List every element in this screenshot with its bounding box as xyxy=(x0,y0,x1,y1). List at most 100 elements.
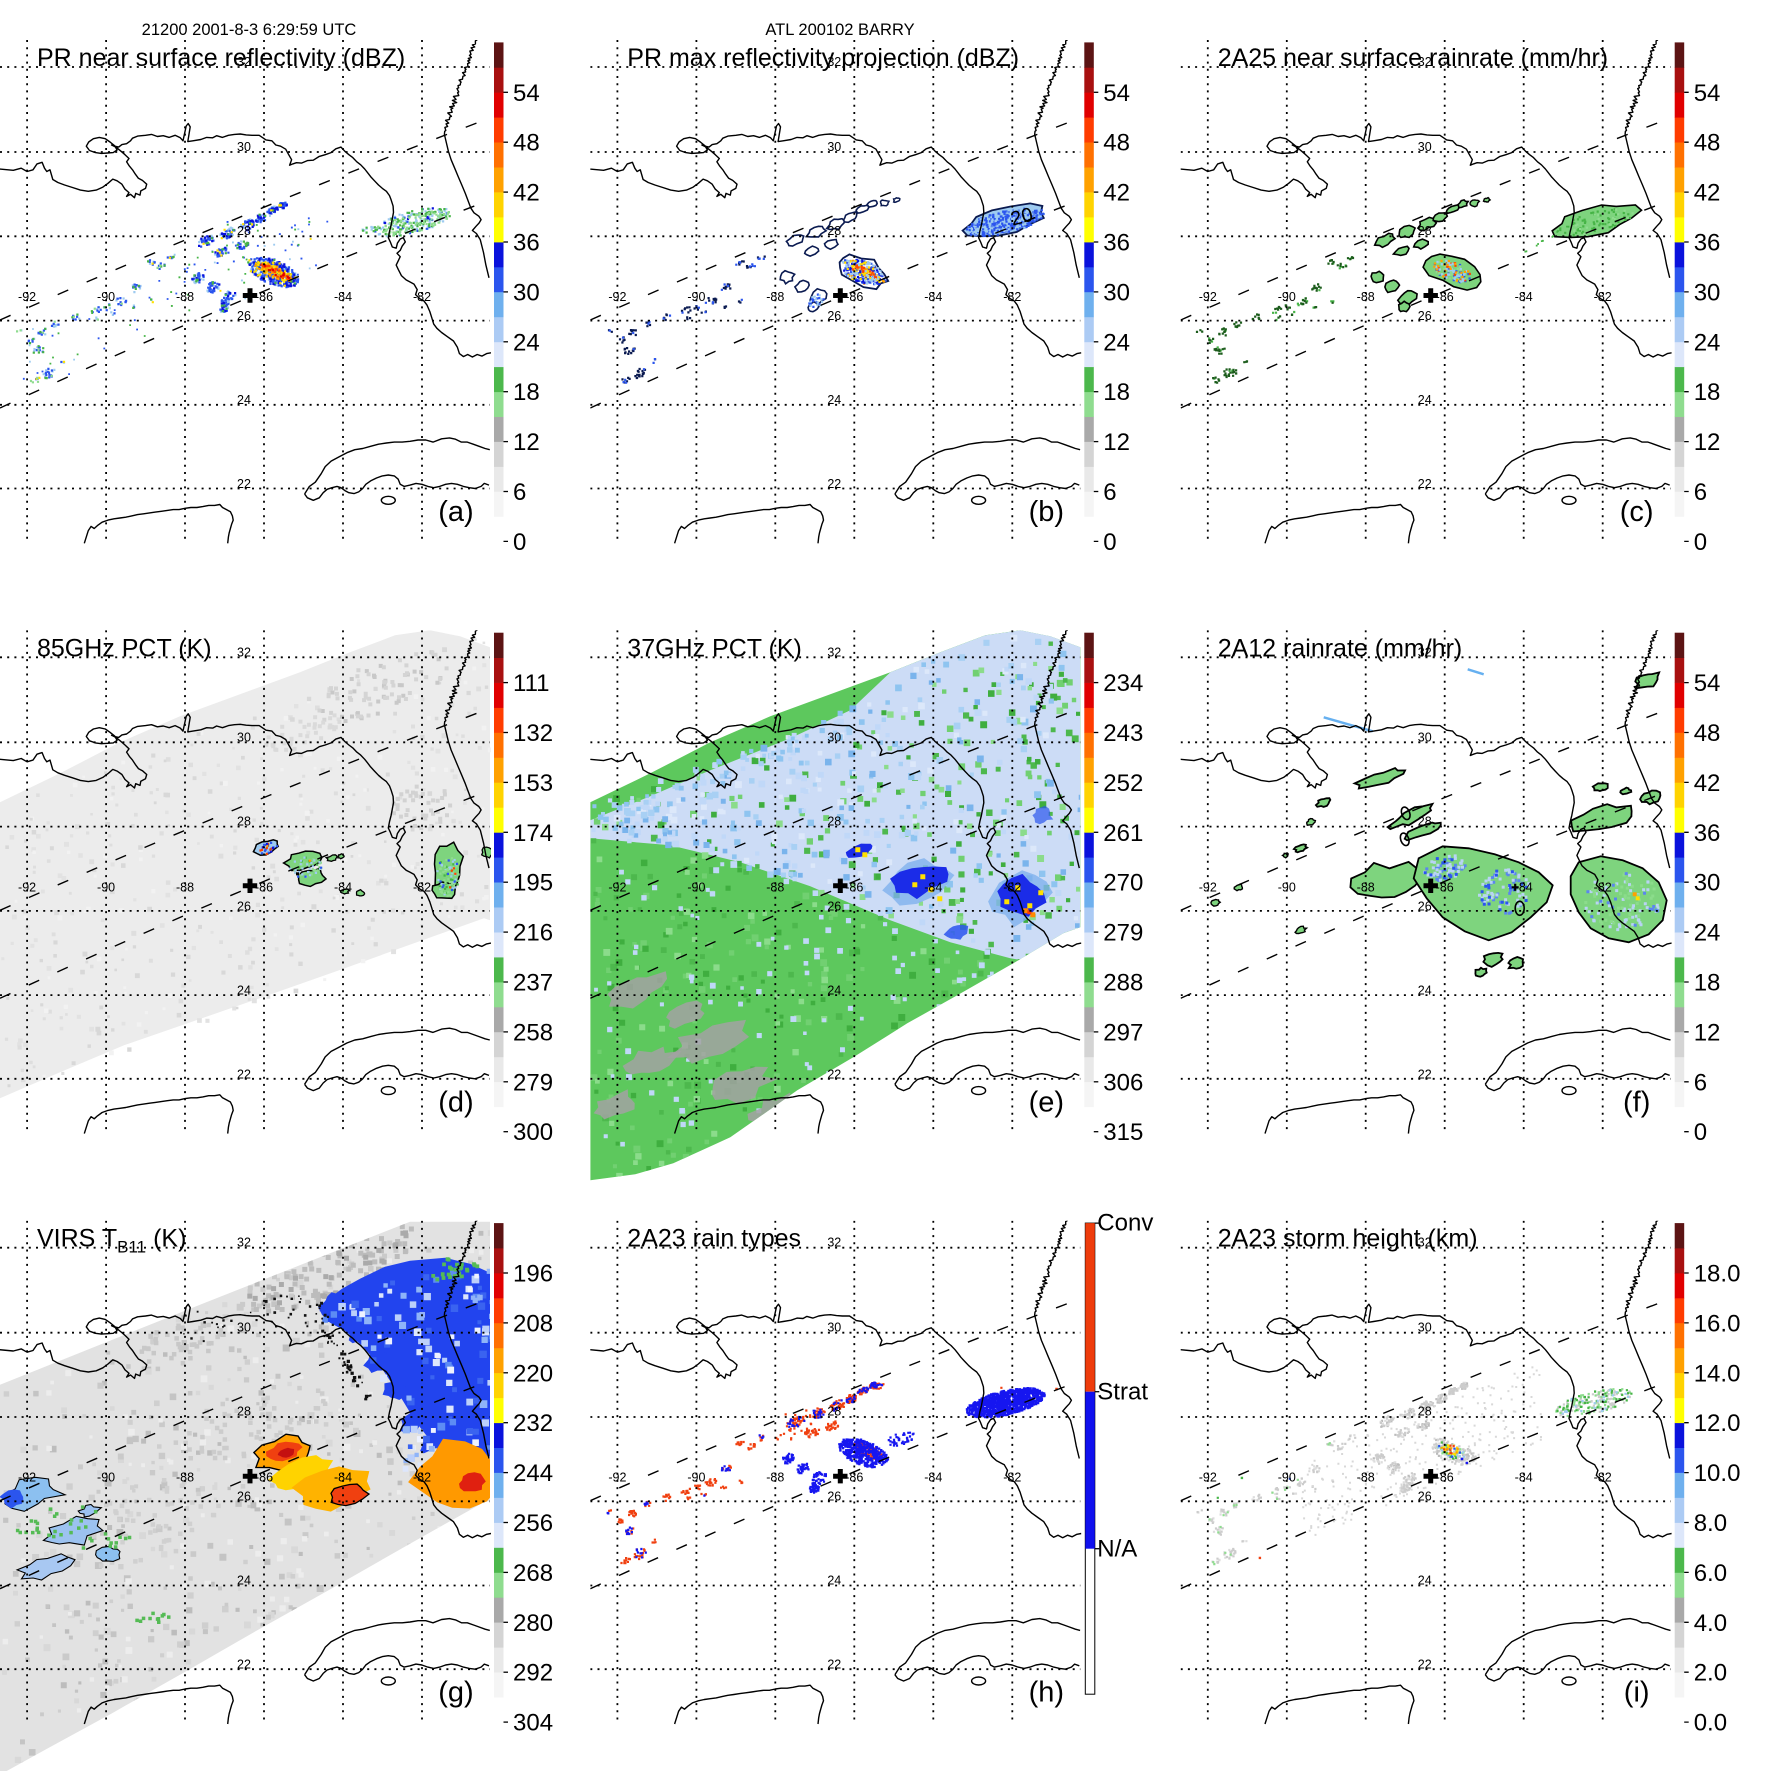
svg-text:6: 6 xyxy=(1694,479,1707,506)
svg-text:-82: -82 xyxy=(1594,880,1612,894)
svg-text:12: 12 xyxy=(1694,1019,1721,1046)
svg-text:28: 28 xyxy=(1418,814,1432,828)
svg-text:24: 24 xyxy=(1418,393,1432,407)
svg-text:22: 22 xyxy=(237,477,251,491)
svg-text:30: 30 xyxy=(1103,279,1130,306)
svg-text:12.0: 12.0 xyxy=(1694,1410,1741,1437)
svg-text:-92: -92 xyxy=(608,880,626,894)
svg-text:(f): (f) xyxy=(1623,1086,1650,1118)
svg-text:24: 24 xyxy=(827,393,841,407)
svg-text:-88: -88 xyxy=(176,290,194,304)
svg-text:270: 270 xyxy=(1103,870,1143,897)
svg-text:24: 24 xyxy=(1694,329,1721,356)
svg-text:VIRS TB11 (K): VIRS TB11 (K) xyxy=(37,1225,186,1257)
svg-text:-90: -90 xyxy=(1278,880,1296,894)
svg-text:32: 32 xyxy=(1418,645,1432,659)
svg-text:-88: -88 xyxy=(1357,290,1375,304)
svg-text:-92: -92 xyxy=(18,290,36,304)
svg-text:24: 24 xyxy=(237,1574,251,1588)
svg-text:(e): (e) xyxy=(1029,1086,1064,1118)
svg-text:32: 32 xyxy=(237,645,251,659)
svg-text:16.0: 16.0 xyxy=(1694,1310,1741,1337)
svg-text:22: 22 xyxy=(1418,1067,1432,1081)
svg-text:28: 28 xyxy=(237,814,251,828)
svg-text:28: 28 xyxy=(1418,1405,1432,1419)
svg-text:-82: -82 xyxy=(1003,290,1021,304)
svg-text:-92: -92 xyxy=(18,880,36,894)
svg-text:-88: -88 xyxy=(1357,880,1375,894)
svg-text:PR max reflectivity projection: PR max reflectivity projection (dBZ) xyxy=(627,44,1019,72)
svg-text:-86: -86 xyxy=(255,1471,273,1485)
svg-text:0: 0 xyxy=(513,529,526,556)
svg-text:-92: -92 xyxy=(1199,290,1217,304)
svg-text:-88: -88 xyxy=(1357,1471,1375,1485)
svg-text:26: 26 xyxy=(237,899,251,913)
svg-text:-92: -92 xyxy=(608,1471,626,1485)
svg-text:10.0: 10.0 xyxy=(1694,1460,1741,1487)
svg-text:0.0: 0.0 xyxy=(1694,1710,1727,1737)
svg-text:258: 258 xyxy=(513,1019,553,1046)
svg-text:132: 132 xyxy=(513,720,553,747)
svg-text:18: 18 xyxy=(513,379,540,406)
svg-text:8.0: 8.0 xyxy=(1694,1510,1727,1537)
svg-text:26: 26 xyxy=(827,309,841,323)
svg-text:-86: -86 xyxy=(1436,290,1454,304)
svg-text:28: 28 xyxy=(237,1405,251,1419)
svg-text:220: 220 xyxy=(513,1360,553,1387)
svg-text:232: 232 xyxy=(513,1410,553,1437)
svg-text:24: 24 xyxy=(237,393,251,407)
svg-text:-82: -82 xyxy=(1594,1471,1612,1485)
svg-text:(c): (c) xyxy=(1620,496,1654,528)
svg-text:244: 244 xyxy=(513,1460,553,1487)
svg-text:32: 32 xyxy=(237,55,251,69)
svg-text:37GHz PCT (K): 37GHz PCT (K) xyxy=(627,634,802,662)
svg-text:48: 48 xyxy=(1694,720,1721,747)
svg-text:2.0: 2.0 xyxy=(1694,1660,1727,1687)
svg-text:PR near surface reflectivity (: PR near surface reflectivity (dBZ) xyxy=(37,44,405,72)
svg-text:-92: -92 xyxy=(1199,1471,1217,1485)
svg-text:237: 237 xyxy=(513,970,553,997)
svg-text:-82: -82 xyxy=(1003,880,1021,894)
svg-text:22: 22 xyxy=(237,1067,251,1081)
svg-text:36: 36 xyxy=(1103,230,1130,257)
svg-text:30: 30 xyxy=(1694,870,1721,897)
svg-text:26: 26 xyxy=(237,309,251,323)
svg-text:(d): (d) xyxy=(438,1086,473,1118)
svg-text:54: 54 xyxy=(1694,80,1721,107)
svg-text:24: 24 xyxy=(1103,329,1130,356)
svg-text:297: 297 xyxy=(1103,1019,1143,1046)
svg-text:315: 315 xyxy=(1103,1119,1143,1146)
svg-text:20: 20 xyxy=(1008,204,1035,231)
svg-text:(a): (a) xyxy=(438,496,473,528)
svg-text:48: 48 xyxy=(1103,130,1130,157)
svg-text:32: 32 xyxy=(827,645,841,659)
svg-text:22: 22 xyxy=(1418,477,1432,491)
svg-text:300: 300 xyxy=(513,1119,553,1146)
svg-text:30: 30 xyxy=(1418,140,1432,154)
svg-text:-90: -90 xyxy=(97,290,115,304)
svg-text:256: 256 xyxy=(513,1510,553,1537)
svg-text:30: 30 xyxy=(1694,279,1721,306)
svg-text:-90: -90 xyxy=(97,1471,115,1485)
svg-text:28: 28 xyxy=(827,814,841,828)
svg-text:36: 36 xyxy=(513,230,540,257)
svg-text:28: 28 xyxy=(827,224,841,238)
svg-text:48: 48 xyxy=(1694,130,1721,157)
svg-text:30: 30 xyxy=(1418,730,1432,744)
svg-text:-90: -90 xyxy=(1278,290,1296,304)
svg-text:22: 22 xyxy=(827,1067,841,1081)
svg-text:14.0: 14.0 xyxy=(1694,1360,1741,1387)
svg-text:2A23 rain types: 2A23 rain types xyxy=(627,1225,801,1253)
svg-text:54: 54 xyxy=(1694,670,1721,697)
svg-text:22: 22 xyxy=(827,477,841,491)
svg-text:32: 32 xyxy=(827,1236,841,1250)
svg-text:6: 6 xyxy=(513,479,526,506)
svg-text:268: 268 xyxy=(513,1560,553,1587)
svg-text:-90: -90 xyxy=(97,880,115,894)
svg-text:153: 153 xyxy=(513,770,553,797)
svg-text:-92: -92 xyxy=(18,1471,36,1485)
svg-text:21200 2001-8-3 6:29:59 UTC: 21200 2001-8-3 6:29:59 UTC xyxy=(142,21,357,39)
svg-text:216: 216 xyxy=(513,920,553,947)
svg-text:ATL 200102 BARRY: ATL 200102 BARRY xyxy=(765,21,914,39)
svg-text:30: 30 xyxy=(827,730,841,744)
